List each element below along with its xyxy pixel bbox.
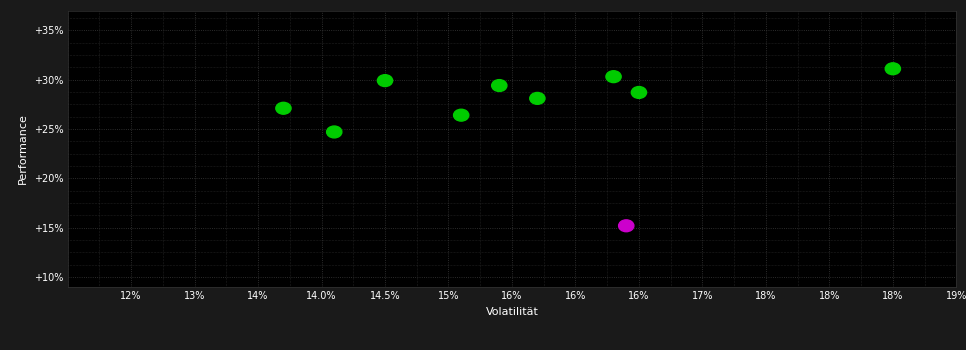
- Ellipse shape: [327, 126, 342, 138]
- Ellipse shape: [276, 102, 291, 114]
- Ellipse shape: [454, 109, 469, 121]
- Ellipse shape: [529, 92, 545, 104]
- Ellipse shape: [632, 86, 646, 98]
- Ellipse shape: [618, 220, 634, 232]
- Ellipse shape: [606, 71, 621, 83]
- X-axis label: Volatilität: Volatilität: [486, 307, 538, 317]
- Y-axis label: Performance: Performance: [18, 113, 28, 184]
- Ellipse shape: [378, 75, 392, 86]
- Ellipse shape: [885, 63, 900, 75]
- Ellipse shape: [492, 80, 507, 91]
